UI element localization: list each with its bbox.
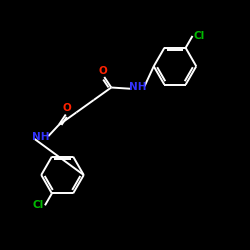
Text: Cl: Cl: [33, 200, 44, 210]
Text: O: O: [62, 103, 72, 113]
Text: NH: NH: [129, 82, 146, 92]
Text: NH: NH: [32, 132, 50, 142]
Text: O: O: [98, 66, 108, 76]
Text: Cl: Cl: [194, 31, 205, 41]
